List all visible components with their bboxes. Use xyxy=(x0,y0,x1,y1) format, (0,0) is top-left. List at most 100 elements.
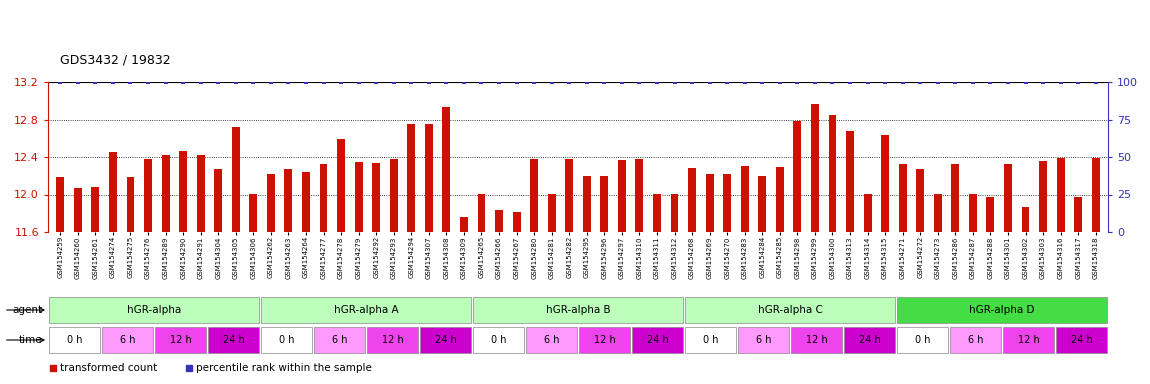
Bar xyxy=(144,159,152,232)
Bar xyxy=(208,328,259,353)
Point xyxy=(367,79,385,85)
Point xyxy=(420,79,438,85)
Point xyxy=(156,79,175,85)
Bar xyxy=(723,174,731,232)
Bar xyxy=(49,297,259,323)
Point xyxy=(332,79,351,85)
Point xyxy=(577,79,596,85)
Bar xyxy=(373,163,381,232)
Text: 12 h: 12 h xyxy=(806,335,827,345)
Point xyxy=(244,79,262,85)
Bar xyxy=(793,121,802,232)
Bar xyxy=(214,169,222,232)
Point xyxy=(139,79,158,85)
Point xyxy=(1087,79,1105,85)
Point xyxy=(753,79,772,85)
Bar xyxy=(261,297,472,323)
Bar xyxy=(846,131,854,232)
Bar xyxy=(566,159,573,232)
Point xyxy=(998,79,1017,85)
Bar xyxy=(49,328,100,353)
Bar xyxy=(987,197,995,232)
Point xyxy=(911,79,929,85)
Bar xyxy=(109,152,117,232)
Bar xyxy=(367,328,419,353)
Point xyxy=(613,79,631,85)
Point xyxy=(174,79,192,85)
Bar xyxy=(618,160,626,232)
Bar xyxy=(74,188,82,232)
Point xyxy=(630,79,649,85)
Bar xyxy=(741,166,749,232)
Bar xyxy=(1074,197,1082,232)
Bar xyxy=(636,159,643,232)
Point xyxy=(736,79,754,85)
Point xyxy=(69,79,87,85)
Bar xyxy=(526,328,577,353)
Point xyxy=(894,79,912,85)
Bar xyxy=(473,328,524,353)
Point xyxy=(560,79,578,85)
Point xyxy=(981,79,999,85)
Bar xyxy=(424,124,432,232)
Point xyxy=(666,79,684,85)
Point xyxy=(209,79,228,85)
Bar xyxy=(337,139,345,232)
Point xyxy=(121,79,139,85)
Point xyxy=(490,79,508,85)
Bar xyxy=(56,177,64,232)
Bar xyxy=(513,212,521,232)
Bar xyxy=(950,328,1002,353)
Point xyxy=(384,79,402,85)
Text: 0 h: 0 h xyxy=(491,335,506,345)
Text: 24 h: 24 h xyxy=(859,335,881,345)
Text: agent: agent xyxy=(13,305,43,315)
Text: 24 h: 24 h xyxy=(1071,335,1092,345)
Point xyxy=(402,79,421,85)
Text: 6 h: 6 h xyxy=(120,335,136,345)
Point xyxy=(1070,79,1088,85)
Point xyxy=(683,79,702,85)
Bar xyxy=(758,176,766,232)
Bar xyxy=(583,176,591,232)
Point xyxy=(51,79,69,85)
Bar xyxy=(460,217,468,232)
Bar xyxy=(897,328,948,353)
Bar xyxy=(738,328,789,353)
Bar xyxy=(844,328,895,353)
Bar xyxy=(155,328,206,353)
Point xyxy=(946,79,965,85)
Bar xyxy=(934,195,942,232)
Bar xyxy=(250,195,258,232)
Text: time: time xyxy=(18,335,43,345)
Bar xyxy=(653,195,661,232)
Point xyxy=(192,79,210,85)
Text: GDS3432 / 19832: GDS3432 / 19832 xyxy=(60,54,170,67)
Bar xyxy=(1040,161,1047,232)
Bar xyxy=(864,195,872,232)
Point xyxy=(1034,79,1052,85)
Point xyxy=(841,79,859,85)
Point xyxy=(788,79,806,85)
Bar xyxy=(102,328,153,353)
Text: 12 h: 12 h xyxy=(170,335,191,345)
Bar xyxy=(232,127,239,232)
Bar xyxy=(261,328,312,353)
Point xyxy=(437,79,455,85)
Bar xyxy=(1003,328,1055,353)
Point xyxy=(507,79,526,85)
Bar xyxy=(688,168,696,232)
Point xyxy=(1051,79,1070,85)
Text: percentile rank within the sample: percentile rank within the sample xyxy=(197,363,373,373)
Bar xyxy=(302,172,310,232)
Point xyxy=(964,79,982,85)
Bar xyxy=(1021,207,1029,232)
Point xyxy=(524,79,543,85)
Text: hGR-alpha D: hGR-alpha D xyxy=(969,305,1035,315)
Point xyxy=(104,79,122,85)
Text: hGR-alpha A: hGR-alpha A xyxy=(334,305,398,315)
Bar xyxy=(917,169,925,232)
Point xyxy=(770,79,789,85)
Text: 12 h: 12 h xyxy=(1018,335,1040,345)
Point xyxy=(473,79,491,85)
